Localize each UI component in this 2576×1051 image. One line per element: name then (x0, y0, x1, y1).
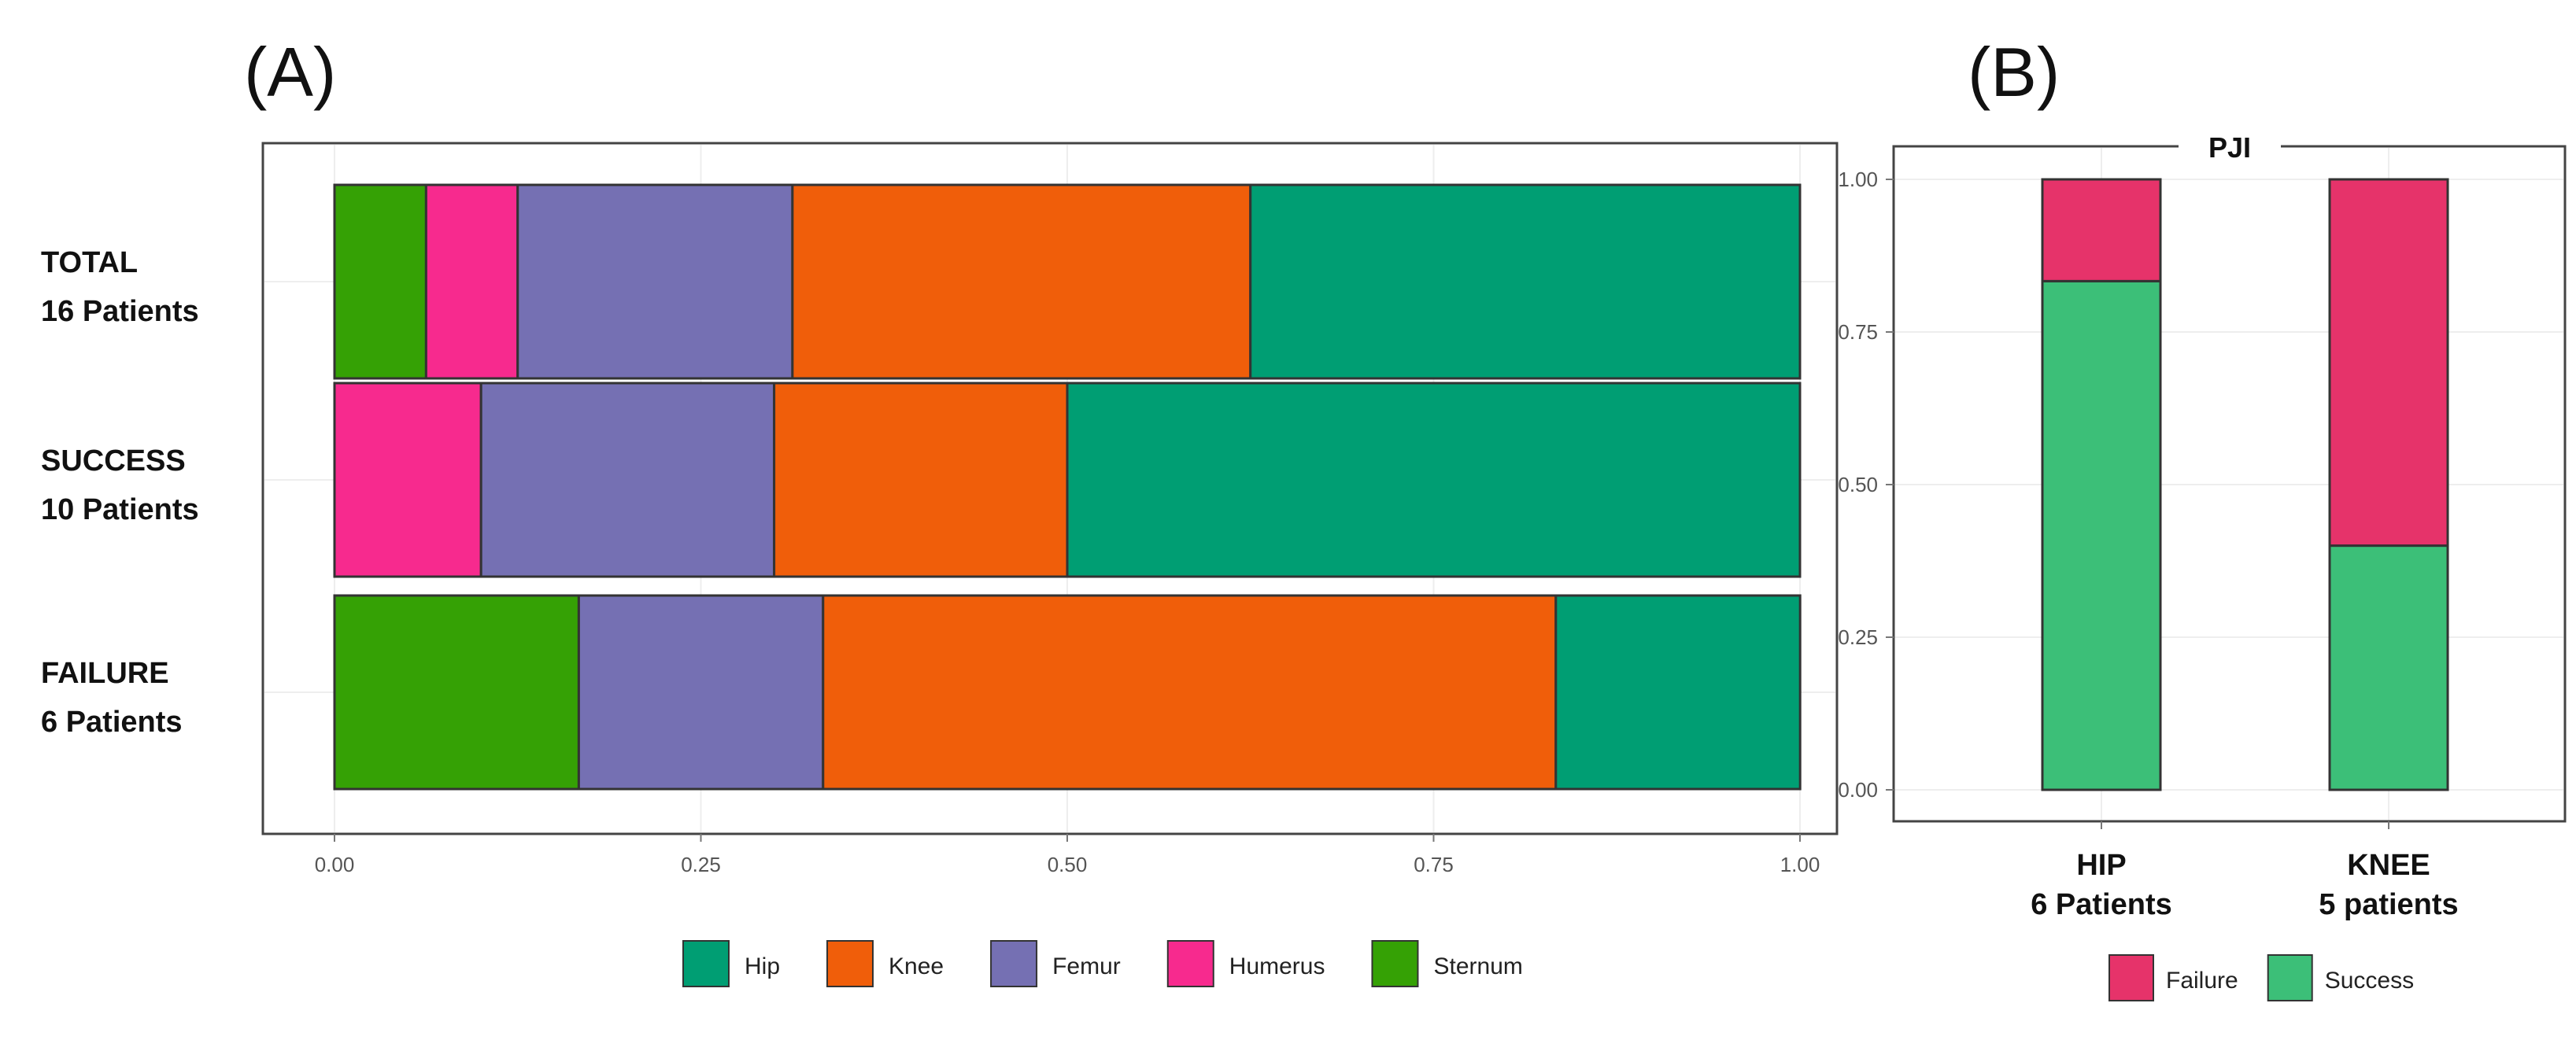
category-sublabel-knee: 5 patients (2319, 888, 2458, 921)
chart-b-categories: HIP 6 Patients KNEE 5 patients (2031, 849, 2458, 921)
category-sublabel-hip: 6 Patients (2031, 888, 2172, 921)
chart-a-x-ticks: 0.00 0.25 0.50 0.75 1.00 (315, 834, 1820, 876)
bar-success-femur (479, 382, 776, 578)
legend-swatch-femur (990, 940, 1038, 987)
legend-swatch-knee (826, 940, 874, 987)
bar-failure-femur (577, 594, 825, 791)
legend-label-knee: Knee (889, 953, 944, 979)
chart-b-legend: Failure Success (2108, 954, 2414, 1001)
category-label-knee: KNEE (2347, 849, 2430, 882)
category-label-hip: HIP (2076, 849, 2126, 882)
bar-total-knee (791, 183, 1252, 380)
y-tick-label-1: 0.25 (1838, 625, 1878, 649)
chart-b: PJI 0.00 0.25 0.50 0.75 1.00 HIP 6 Patients KN… (1838, 129, 2567, 1001)
bar-failure-sternum (333, 594, 580, 791)
chart-b-strip-title: PJI (2208, 131, 2251, 164)
chart-a-legend: Hip Knee Femur Humerus Sternum (682, 940, 1523, 987)
x-tick-label-1: 0.25 (681, 853, 721, 876)
legend-swatch-failure (2108, 954, 2154, 1001)
legend-label-success: Success (2325, 968, 2414, 994)
legend-label-sternum: Sternum (1433, 953, 1522, 979)
bar-knee-failure (2328, 178, 2449, 548)
panel-a-letter: (A) (244, 33, 336, 111)
legend-swatch-humerus (1166, 940, 1214, 987)
bar-success-humerus (333, 382, 482, 578)
bar-knee-success (2328, 544, 2449, 791)
legend-label-humerus: Humerus (1229, 953, 1325, 979)
bar-total-hip (1249, 183, 1802, 380)
bar-hip-success (2041, 279, 2162, 791)
category-label-failure: FAILURE (41, 657, 169, 690)
x-tick-label-4: 1.00 (1780, 853, 1820, 876)
chart-b-bars (2041, 178, 2449, 791)
panel-b-letter: (B) (1968, 33, 2060, 111)
chart-a: 0.00 0.25 0.50 0.75 1.00 TOTAL 16 Patients SUC… (41, 142, 1839, 987)
category-sublabel-failure: 6 Patients (41, 706, 183, 739)
category-label-success: SUCCESS (41, 444, 186, 478)
chart-b-strip-bg (2179, 129, 2281, 167)
y-tick-label-4: 1.00 (1838, 168, 1878, 191)
category-sublabel-success: 10 Patients (41, 493, 199, 526)
bar-total-femur (516, 183, 794, 380)
legend-swatch-hip (682, 940, 730, 987)
category-label-total: TOTAL (41, 246, 138, 279)
y-tick-label-2: 0.50 (1838, 473, 1878, 496)
bar-hip-failure (2041, 178, 2162, 282)
bar-success-hip (1066, 382, 1802, 578)
category-sublabel-total: 16 Patients (41, 295, 199, 328)
legend-label-femur: Femur (1052, 953, 1121, 979)
y-tick-label-0: 0.00 (1838, 778, 1878, 802)
x-tick-label-3: 0.75 (1414, 853, 1454, 876)
chart-a-categories: TOTAL 16 Patients SUCCESS 10 Patients FAILUR… (41, 246, 199, 739)
bar-failure-knee (822, 594, 1558, 791)
legend-swatch-sternum (1371, 940, 1419, 987)
legend-label-failure: Failure (2166, 968, 2238, 994)
x-tick-label-2: 0.50 (1048, 853, 1088, 876)
legend-swatch-success (2267, 954, 2313, 1001)
chart-b-y-ticks: 0.00 0.25 0.50 0.75 1.00 (1838, 168, 2389, 829)
chart-a-bars (333, 183, 1802, 791)
bar-failure-hip (1554, 594, 1802, 791)
bar-success-knee (773, 382, 1069, 578)
bar-total-humerus (424, 183, 519, 380)
y-tick-label-3: 0.75 (1838, 320, 1878, 344)
legend-label-hip: Hip (745, 953, 780, 979)
x-tick-label-0: 0.00 (315, 853, 355, 876)
bar-total-sternum (333, 183, 427, 380)
